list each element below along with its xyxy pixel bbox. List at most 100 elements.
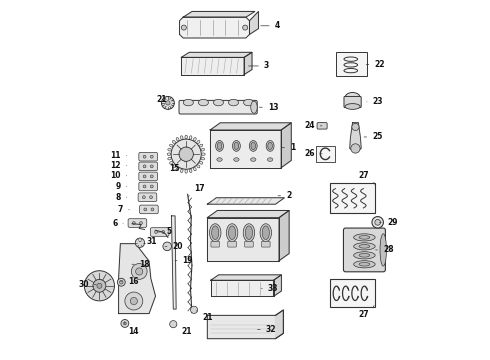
Ellipse shape — [260, 224, 271, 242]
Circle shape — [352, 123, 359, 131]
Ellipse shape — [345, 93, 360, 103]
FancyBboxPatch shape — [139, 182, 157, 191]
Polygon shape — [207, 211, 289, 218]
Ellipse shape — [380, 234, 387, 266]
Text: 18: 18 — [140, 260, 150, 269]
Circle shape — [97, 283, 102, 288]
Ellipse shape — [194, 138, 196, 141]
Ellipse shape — [232, 140, 240, 151]
Ellipse shape — [172, 140, 175, 144]
Ellipse shape — [189, 169, 192, 172]
Circle shape — [120, 280, 123, 284]
Circle shape — [155, 230, 157, 233]
Circle shape — [121, 319, 129, 327]
Ellipse shape — [183, 99, 194, 106]
Circle shape — [166, 101, 170, 105]
FancyBboxPatch shape — [140, 205, 158, 214]
Ellipse shape — [226, 224, 238, 242]
Text: 26: 26 — [304, 149, 315, 158]
Ellipse shape — [359, 244, 370, 248]
Circle shape — [143, 185, 146, 188]
Polygon shape — [210, 123, 291, 130]
Circle shape — [136, 268, 143, 275]
Circle shape — [84, 271, 115, 301]
Circle shape — [135, 238, 145, 247]
Circle shape — [143, 175, 146, 178]
FancyBboxPatch shape — [245, 241, 253, 247]
Circle shape — [171, 139, 201, 169]
Ellipse shape — [176, 167, 179, 171]
Circle shape — [125, 292, 143, 310]
Circle shape — [143, 155, 146, 158]
Circle shape — [143, 165, 146, 168]
Text: 28: 28 — [383, 246, 393, 255]
FancyBboxPatch shape — [139, 172, 157, 181]
Text: 5: 5 — [166, 228, 171, 237]
Ellipse shape — [243, 224, 255, 242]
Text: 7: 7 — [118, 205, 123, 214]
Circle shape — [181, 25, 186, 30]
Circle shape — [150, 155, 153, 158]
Ellipse shape — [197, 140, 200, 144]
Text: 3: 3 — [264, 62, 270, 71]
Text: 14: 14 — [128, 327, 138, 336]
Ellipse shape — [244, 99, 254, 106]
Text: 30: 30 — [78, 280, 89, 289]
Ellipse shape — [245, 226, 252, 239]
Text: 13: 13 — [268, 103, 278, 112]
Ellipse shape — [268, 142, 272, 149]
Ellipse shape — [354, 252, 375, 259]
Ellipse shape — [201, 157, 205, 160]
Text: 10: 10 — [110, 171, 121, 180]
Text: 24: 24 — [304, 121, 315, 130]
Text: 29: 29 — [387, 218, 397, 227]
Text: 21: 21 — [181, 327, 192, 336]
FancyBboxPatch shape — [138, 193, 157, 202]
Text: 4: 4 — [275, 21, 280, 30]
Text: 16: 16 — [128, 276, 139, 285]
Polygon shape — [172, 216, 176, 309]
Ellipse shape — [168, 148, 172, 151]
FancyBboxPatch shape — [228, 241, 236, 247]
Circle shape — [144, 208, 147, 211]
Ellipse shape — [185, 170, 188, 173]
FancyBboxPatch shape — [330, 183, 375, 213]
Polygon shape — [207, 198, 285, 204]
Ellipse shape — [197, 165, 200, 168]
Circle shape — [161, 96, 174, 109]
Ellipse shape — [167, 153, 171, 156]
Ellipse shape — [359, 262, 370, 266]
Polygon shape — [210, 130, 281, 168]
Ellipse shape — [199, 144, 203, 147]
Ellipse shape — [262, 226, 270, 239]
FancyBboxPatch shape — [139, 152, 157, 161]
Ellipse shape — [170, 161, 173, 164]
Text: 2: 2 — [286, 191, 292, 200]
Ellipse shape — [214, 99, 223, 106]
Ellipse shape — [354, 234, 375, 241]
Circle shape — [372, 217, 383, 228]
Ellipse shape — [199, 161, 203, 164]
Ellipse shape — [249, 140, 257, 151]
Ellipse shape — [354, 261, 375, 268]
Circle shape — [179, 147, 194, 161]
Text: 1: 1 — [290, 143, 295, 152]
Circle shape — [143, 196, 146, 199]
Circle shape — [150, 175, 153, 178]
Ellipse shape — [266, 140, 274, 151]
Ellipse shape — [180, 136, 183, 139]
Ellipse shape — [168, 157, 172, 160]
Ellipse shape — [234, 142, 239, 149]
Polygon shape — [207, 218, 279, 261]
Circle shape — [151, 208, 154, 211]
Text: 6: 6 — [112, 219, 117, 228]
Circle shape — [149, 196, 152, 199]
Circle shape — [132, 222, 135, 225]
Polygon shape — [275, 310, 283, 339]
Circle shape — [117, 278, 125, 286]
Ellipse shape — [251, 142, 256, 149]
FancyBboxPatch shape — [128, 219, 147, 227]
Ellipse shape — [250, 158, 256, 161]
Polygon shape — [249, 12, 258, 35]
Circle shape — [163, 242, 172, 251]
